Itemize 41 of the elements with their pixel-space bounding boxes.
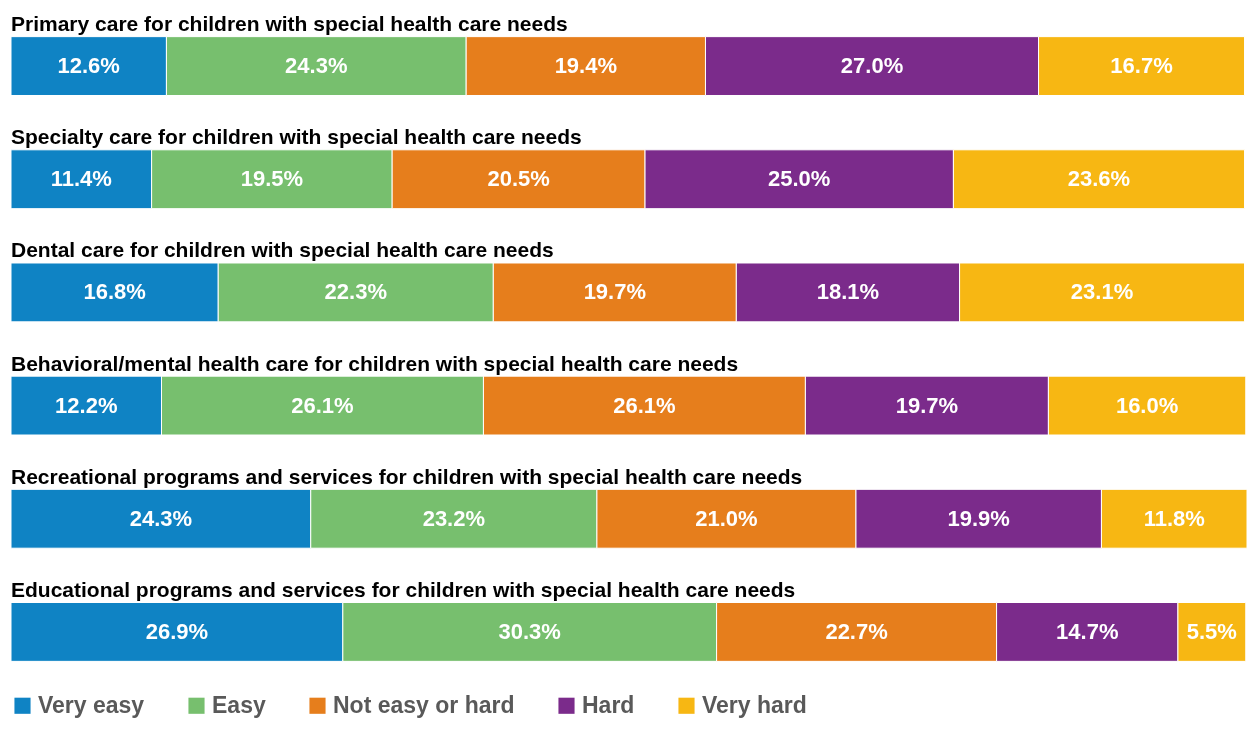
data-label: 23.2% xyxy=(422,505,486,531)
y-tick-label: Primary care for children with special health care needs xyxy=(11,12,568,36)
y-tick-label: Dental care for children with special health care needs xyxy=(11,238,554,262)
data-label: 19.4% xyxy=(554,53,618,79)
data-label: 14.7% xyxy=(1056,618,1119,644)
data-label: 12.2% xyxy=(55,392,118,418)
data-label: 30.3% xyxy=(498,618,561,644)
data-label: 19.9% xyxy=(947,505,1010,531)
legend-label: Very easy xyxy=(38,691,145,718)
data-label: 16.8% xyxy=(83,279,146,305)
data-label: 22.7% xyxy=(825,618,888,644)
data-label: 5.5% xyxy=(1186,618,1237,644)
data-label: 11.4% xyxy=(50,166,112,192)
y-tick-label: Behavioral/mental health care for children with special health care needs xyxy=(11,351,739,375)
data-label: 16.0% xyxy=(1115,392,1179,418)
data-label: 16.7% xyxy=(1110,53,1173,79)
y-tick-label: Specialty care for children with special health care needs xyxy=(11,125,582,149)
data-label: 23.6% xyxy=(1067,166,1131,192)
data-label: 22.3% xyxy=(324,279,387,305)
y-tick-label: Recreational programs and services for children with special health care needs xyxy=(11,464,803,488)
data-label: 19.7% xyxy=(895,392,959,418)
data-label: 24.3% xyxy=(285,53,348,79)
data-label: 19.5% xyxy=(240,166,304,192)
data-label: 26.1% xyxy=(613,392,676,418)
data-label: 27.0% xyxy=(840,53,904,79)
legend-label: Not easy or hard xyxy=(333,691,515,718)
legend-label: Hard xyxy=(582,691,635,718)
data-label: 21.0% xyxy=(695,505,758,531)
data-label: 20.5% xyxy=(487,166,550,192)
data-label: 26.9% xyxy=(145,618,209,644)
data-label: 25.0% xyxy=(768,166,831,192)
data-label: 18.1% xyxy=(816,279,880,305)
data-label: 19.7% xyxy=(583,279,647,305)
legend-label: Easy xyxy=(212,691,266,718)
data-label: 11.8% xyxy=(1143,505,1205,531)
data-label: 12.6% xyxy=(57,53,120,79)
data-label: 26.1% xyxy=(291,392,354,418)
data-label: 23.1% xyxy=(1070,279,1134,305)
data-label: 24.3% xyxy=(129,505,193,531)
y-tick-label: Educational programs and services for children with special health care needs xyxy=(11,577,796,601)
legend-label: Very hard xyxy=(702,691,807,718)
